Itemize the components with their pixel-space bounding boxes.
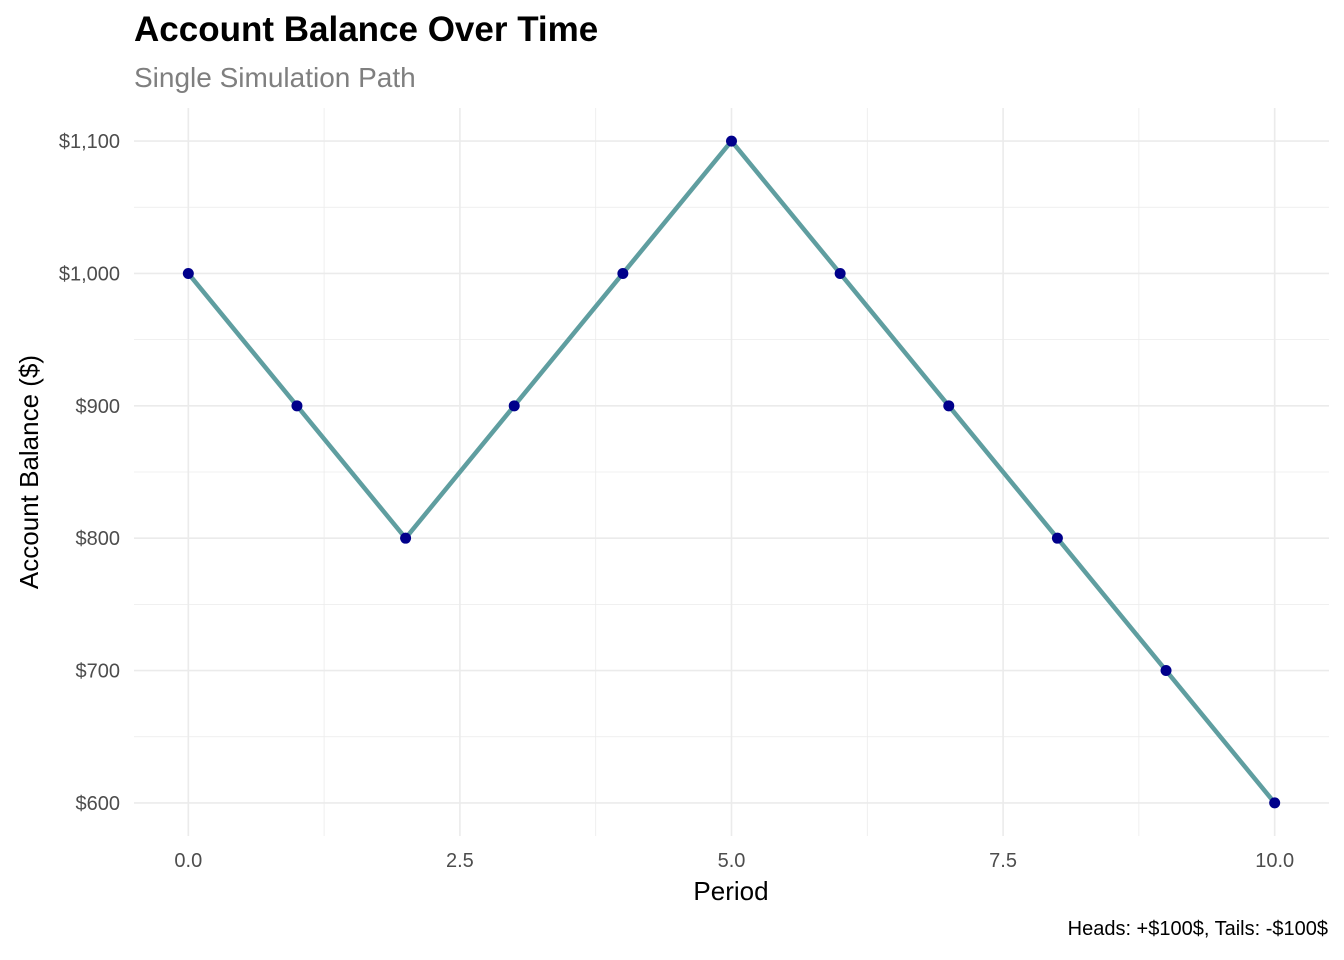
data-point [943,400,955,412]
data-point [1269,797,1281,809]
data-point [400,532,412,544]
data-point [1160,665,1172,677]
x-axis-title: Period [693,876,768,906]
data-point [508,400,520,412]
data-point [1051,532,1063,544]
x-tick-label: 0.0 [174,850,202,872]
y-axis-title: Account Balance ($) [14,355,44,589]
x-tick-label: 5.0 [718,850,746,872]
data-point [726,135,737,147]
y-tick-label: $800 [76,528,121,550]
series-account-balance [182,135,1281,809]
x-axis-ticks: 0.0 2.5 5.0 7.5 10.0 [174,850,1294,872]
chart-caption: Heads: +$100$, Tails: -$100$ [1067,918,1328,940]
data-point [834,267,846,279]
y-axis-ticks: $600 $700 $800 $900 $1,000 $1,100 [59,131,120,815]
data-point [182,267,194,279]
data-point [291,400,303,412]
y-tick-label: $600 [76,793,121,815]
data-point [617,267,629,279]
y-tick-label: $1,100 [59,131,120,153]
x-tick-label: 2.5 [446,850,474,872]
chart-title: Account Balance Over Time [134,10,599,49]
grid-lines [134,108,1329,836]
chart-subtitle: Single Simulation Path [134,62,416,93]
y-tick-label: $900 [76,396,121,418]
y-tick-label: $1,000 [59,263,120,285]
x-tick-label: 10.0 [1255,850,1294,872]
y-tick-label: $700 [76,661,121,683]
x-tick-label: 7.5 [989,850,1017,872]
